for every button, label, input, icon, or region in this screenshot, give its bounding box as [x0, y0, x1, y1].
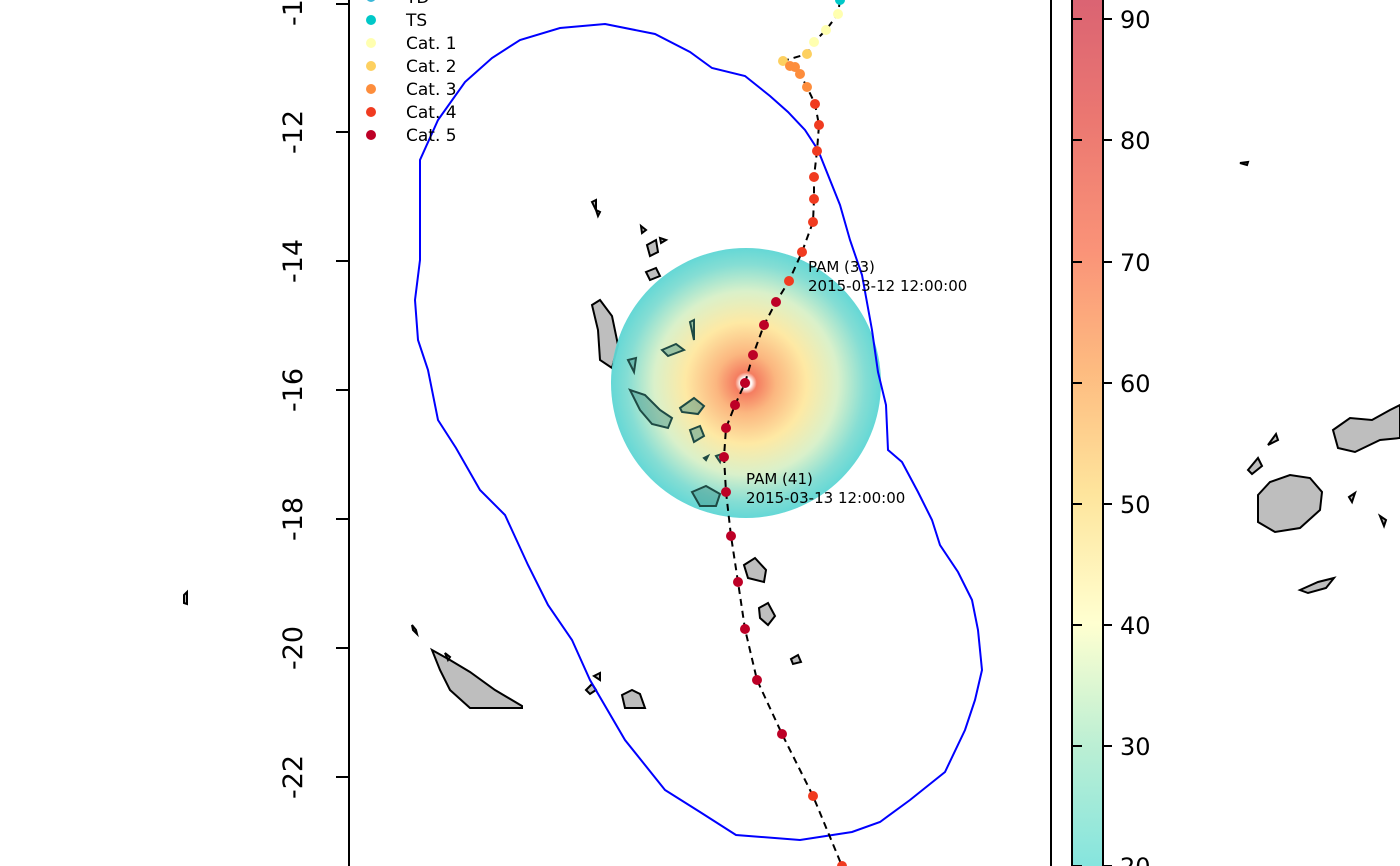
legend-label: Cat. 3 — [406, 80, 457, 100]
track-point — [835, 0, 845, 5]
legend-label: TD — [405, 0, 429, 8]
legend-label: Cat. 4 — [406, 103, 457, 123]
y-tick-label: -14 — [278, 239, 309, 283]
track-point — [721, 487, 731, 497]
colorbar-tick-label: 20 — [1120, 853, 1151, 866]
track-point — [740, 378, 750, 388]
colorbar-tick-label: 80 — [1120, 127, 1151, 155]
colorbar-fill — [1072, 0, 1103, 866]
islands — [411, 198, 803, 709]
colorbar-tick-label: 30 — [1120, 733, 1151, 761]
small-island-west — [183, 589, 188, 606]
track-point — [771, 297, 781, 307]
legend-swatch — [366, 61, 376, 71]
fiji-islands — [1239, 160, 1400, 595]
y-axis: -10 -12 -14 -16 -18 -20 -22 — [278, 0, 349, 799]
track-point — [837, 861, 847, 866]
track-point — [809, 37, 819, 47]
track-point — [777, 729, 787, 739]
track-point — [752, 675, 762, 685]
y-tick-label: -12 — [278, 110, 309, 154]
y-tick-label: -16 — [278, 368, 309, 412]
annotation-pam-33: PAM (33) 2015-03-12 12:00:00 — [808, 258, 967, 295]
track-point — [790, 62, 800, 72]
track-point — [733, 577, 743, 587]
annotation-pam-41: PAM (41) 2015-03-13 12:00:00 — [746, 470, 905, 507]
colorbar-tick-label: 70 — [1120, 249, 1151, 277]
legend-label: Cat. 2 — [406, 57, 457, 77]
islands-under-swath — [626, 318, 724, 507]
y-tick-label: -22 — [278, 755, 309, 799]
annotation-name: PAM (41) — [746, 470, 813, 488]
track-point — [809, 172, 819, 182]
legend-swatch — [366, 15, 376, 25]
legend-swatch — [366, 38, 376, 48]
track-point — [833, 9, 843, 19]
track-point — [740, 624, 750, 634]
track-point — [808, 791, 818, 801]
annotation-time: 2015-03-12 12:00:00 — [808, 277, 967, 295]
track-point — [814, 120, 824, 130]
track-point — [808, 217, 818, 227]
track-point — [795, 69, 805, 79]
legend-swatch — [367, 0, 375, 2]
legend-swatch — [366, 107, 376, 117]
track-point — [778, 56, 788, 66]
legend-label: Cat. 5 — [406, 126, 457, 146]
track-point — [821, 25, 831, 35]
track-point — [748, 350, 758, 360]
wind-boundary — [413, 22, 984, 842]
track-point — [726, 531, 736, 541]
y-tick-label: -20 — [278, 626, 309, 670]
legend: TD TS Cat. 1 Cat. 2 Cat. 3 Cat. 4 Cat. 5 — [366, 0, 457, 146]
colorbar-tick-label: 50 — [1120, 491, 1151, 519]
colorbar-tick-label: 60 — [1120, 370, 1151, 398]
legend-label: TS — [405, 11, 427, 31]
y-tick-label: -10 — [278, 0, 309, 26]
track-point — [784, 276, 794, 286]
track-point — [759, 320, 769, 330]
track-point — [797, 247, 807, 257]
annotation-time: 2015-03-13 12:00:00 — [746, 489, 905, 507]
legend-label: Cat. 1 — [406, 34, 457, 54]
legend-swatch — [366, 130, 376, 140]
track-point — [719, 452, 729, 462]
colorbar-tick-label: 90 — [1120, 6, 1151, 34]
track-points — [719, 0, 847, 866]
track-point — [730, 400, 740, 410]
track-point — [809, 194, 819, 204]
y-tick-label: -18 — [278, 497, 309, 541]
track-point — [802, 49, 812, 59]
track-point — [802, 82, 812, 92]
legend-swatch — [366, 84, 376, 94]
track-point — [721, 423, 731, 433]
colorbar-tick-label: 40 — [1120, 612, 1151, 640]
colorbar: 20 30 40 50 60 70 80 90 — [1071, 0, 1151, 866]
annotation-name: PAM (33) — [808, 258, 875, 276]
track-point — [812, 146, 822, 156]
track-point — [810, 99, 820, 109]
